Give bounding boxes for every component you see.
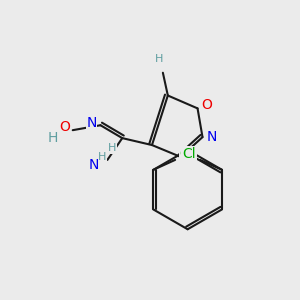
Text: O: O xyxy=(59,120,70,134)
Text: H: H xyxy=(48,131,58,145)
Text: N: N xyxy=(206,130,217,144)
Text: O: O xyxy=(201,98,212,112)
Text: Cl: Cl xyxy=(182,147,196,161)
Text: Cl: Cl xyxy=(179,147,193,161)
Text: N: N xyxy=(86,116,97,130)
Text: H: H xyxy=(98,152,106,162)
Text: N: N xyxy=(88,158,99,172)
Text: H: H xyxy=(108,143,116,153)
Text: H: H xyxy=(155,54,163,64)
